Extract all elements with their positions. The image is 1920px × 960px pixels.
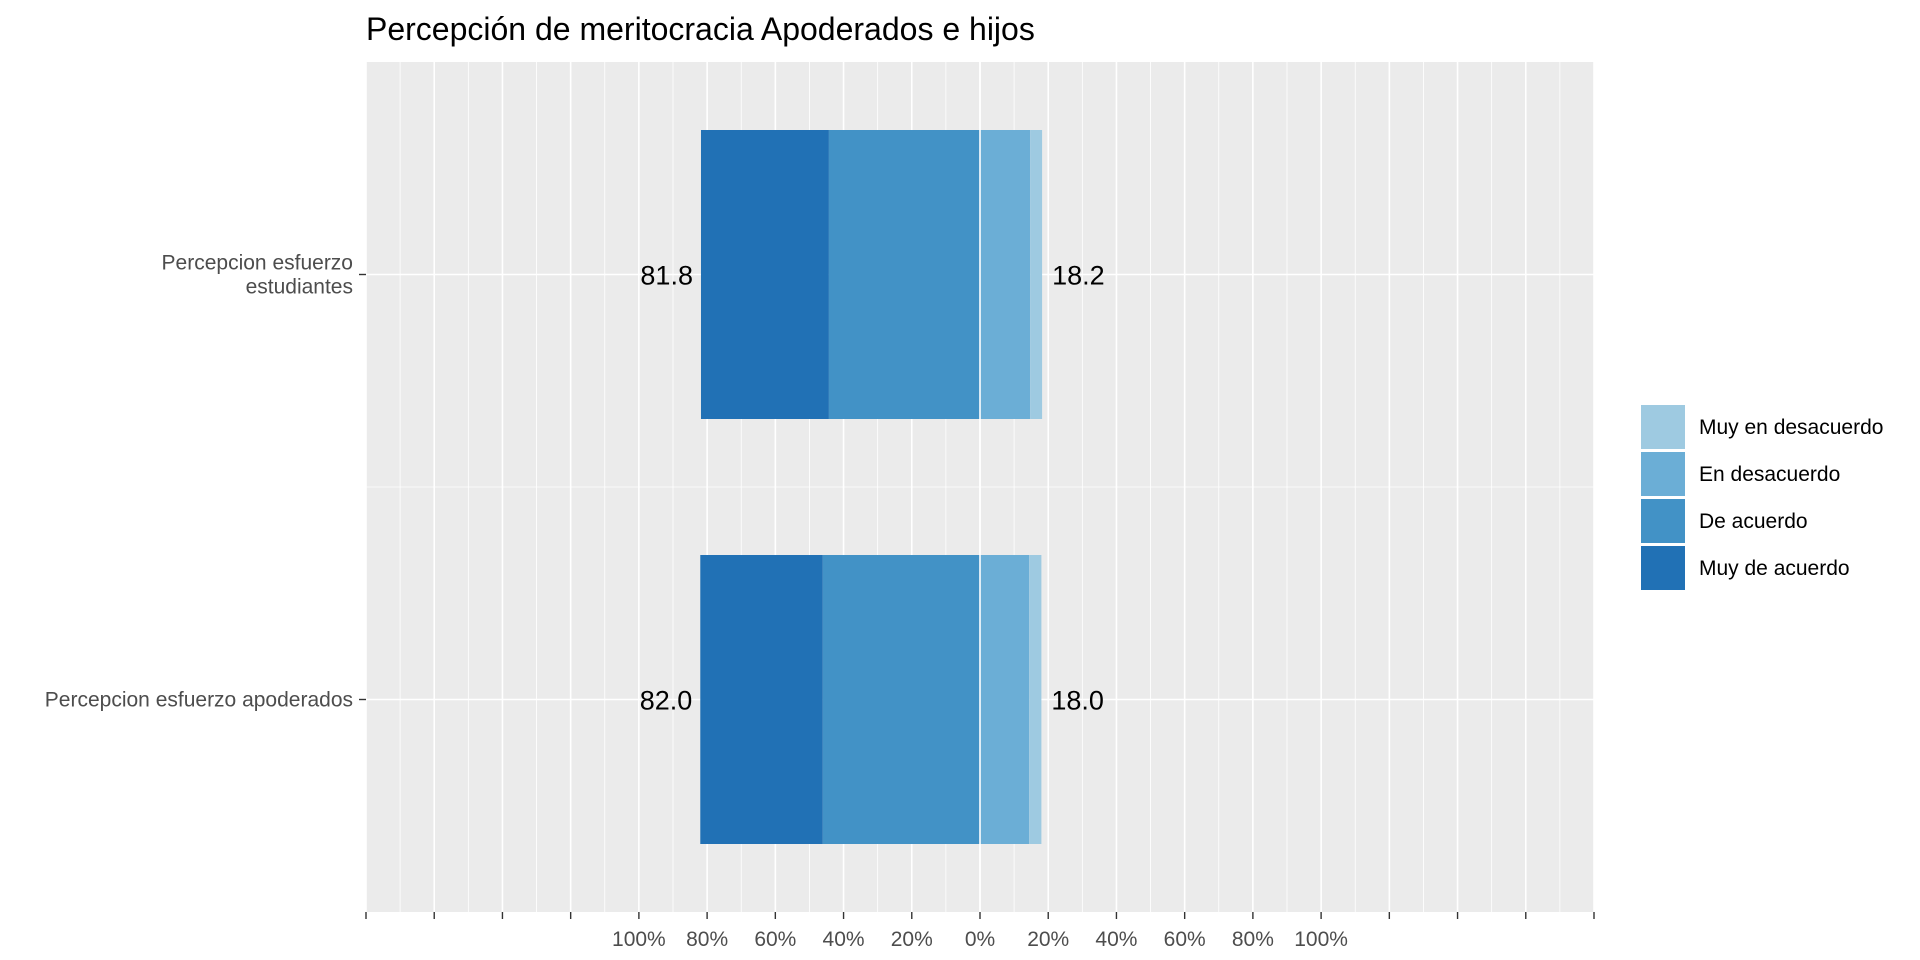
x-tick-label: 20%	[891, 928, 933, 951]
bar-en-desacuerdo	[980, 555, 1030, 844]
bar-de-acuerdo	[828, 130, 980, 419]
x-tick-label: 40%	[1095, 928, 1137, 951]
legend-label: En desacuerdo	[1699, 463, 1840, 486]
x-tick-label: 0%	[965, 928, 995, 951]
x-axis: 100% 80% 60% 40% 20% 0% 20% 40% 60% 80% 100%	[365, 912, 1595, 951]
x-tick-label: 60%	[1164, 928, 1206, 951]
y-tick-label: Percepcion esfuerzo	[162, 252, 353, 275]
bar-muy-de-acuerdo	[700, 130, 829, 419]
bar-de-acuerdo	[822, 555, 980, 844]
data-labels: 81.8 18.2 82.0 18.0	[640, 261, 1105, 716]
x-tick-label: 100%	[612, 928, 666, 951]
right-total-label: 18.0	[1051, 686, 1104, 716]
y-tick-label: Percepcion esfuerzo apoderados	[45, 689, 353, 712]
y-tick-label: estudiantes	[246, 276, 353, 299]
x-tick-label: 80%	[1232, 928, 1274, 951]
legend-key	[1641, 405, 1685, 449]
x-tick-label: 20%	[1027, 928, 1069, 951]
x-tick-label: 40%	[823, 928, 865, 951]
bars	[700, 62, 1043, 912]
legend: Muy en desacuerdo En desacuerdo De acuerdo…	[1641, 405, 1883, 590]
left-total-label: 82.0	[640, 686, 693, 716]
bar-muy-en-desacuerdo	[1029, 555, 1042, 844]
legend-label: Muy en desacuerdo	[1699, 416, 1883, 439]
chart-title: Percepción de meritocracia Apoderados e …	[366, 11, 1035, 47]
left-total-label: 81.8	[640, 261, 693, 291]
legend-label: Muy de acuerdo	[1699, 557, 1850, 580]
legend-key	[1641, 546, 1685, 590]
bar-muy-de-acuerdo	[700, 555, 823, 844]
legend-key	[1641, 452, 1685, 496]
right-total-label: 18.2	[1052, 261, 1105, 291]
x-tick-label: 100%	[1294, 928, 1348, 951]
x-tick-label: 60%	[754, 928, 796, 951]
bar-en-desacuerdo	[980, 130, 1031, 419]
legend-key	[1641, 499, 1685, 543]
bar-muy-en-desacuerdo	[1030, 130, 1043, 419]
x-tick-label: 80%	[686, 928, 728, 951]
legend-label: De acuerdo	[1699, 510, 1808, 533]
